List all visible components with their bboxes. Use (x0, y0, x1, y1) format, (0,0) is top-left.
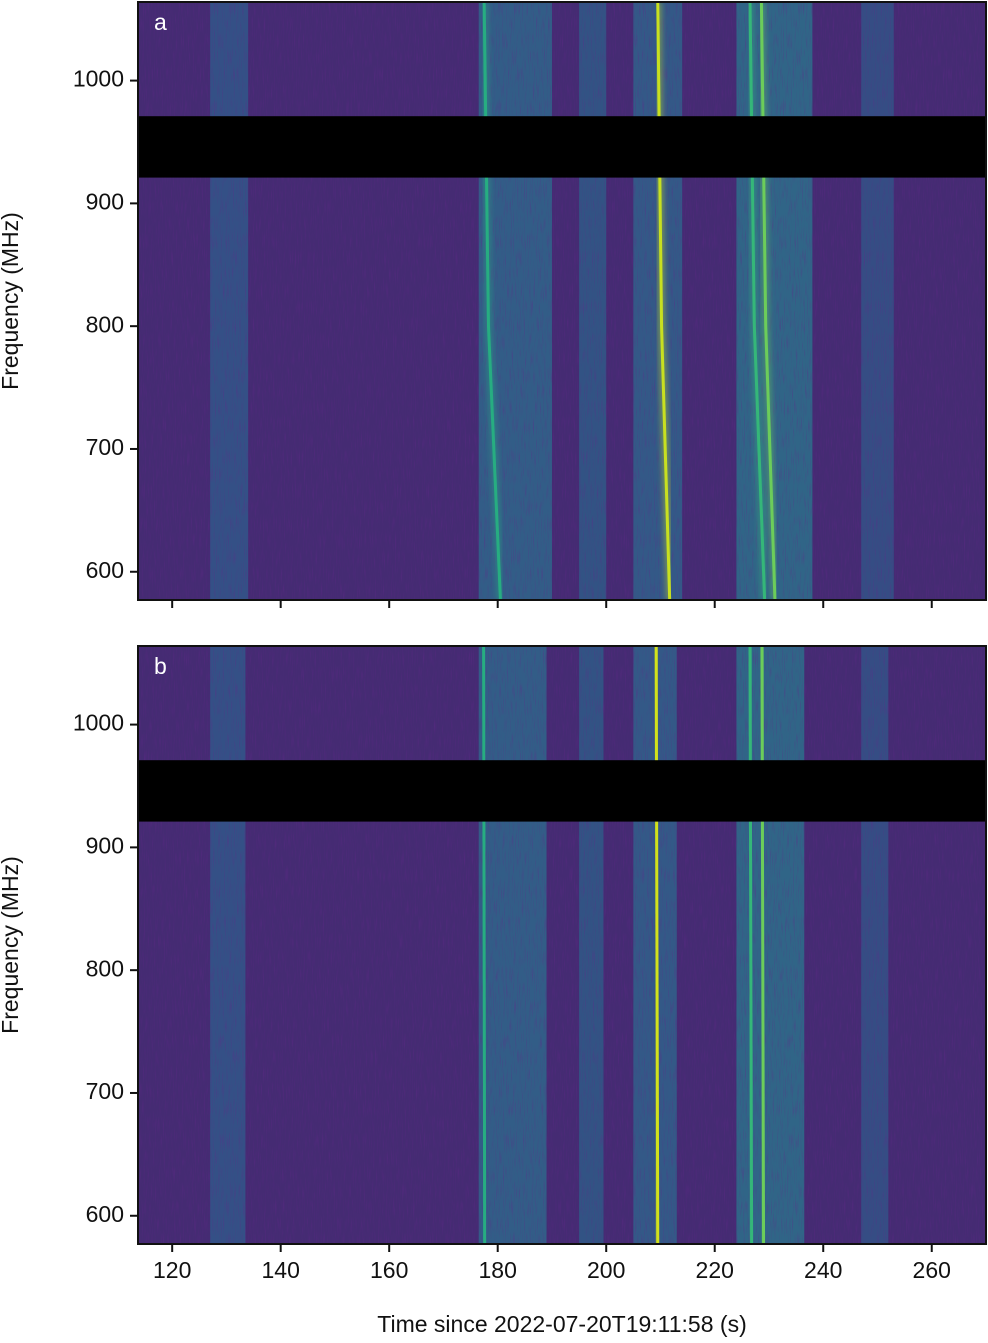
y-tick-label: 700 (86, 434, 124, 460)
y-tick-label: 600 (86, 557, 124, 583)
track (748, 2, 767, 600)
y-tick-label: 700 (86, 1078, 124, 1104)
mask (138, 760, 986, 822)
x-tick-label: 260 (913, 1257, 951, 1283)
x-axis-label: Time since 2022-07-20T19:11:58 (s) (377, 1311, 746, 1337)
frame (137, 645, 987, 1245)
x-tick-label: 220 (696, 1257, 734, 1283)
frame (137, 1, 987, 601)
plot-area (138, 646, 986, 1244)
x-tick-label: 200 (587, 1257, 625, 1283)
y-tick-label: 1000 (73, 710, 124, 736)
track (482, 2, 502, 600)
y-tick-label: 800 (86, 311, 124, 337)
x-tick-label: 120 (153, 1257, 191, 1283)
y-axis-label: Frequency (MHz) (0, 212, 23, 390)
x-tick-label: 140 (262, 1257, 300, 1283)
y-tick-label: 600 (86, 1201, 124, 1227)
plot-area (138, 2, 986, 600)
track (482, 646, 487, 1244)
panel-label: b (154, 653, 167, 679)
x-tick-label: 160 (370, 1257, 408, 1283)
y-tick-label: 900 (86, 188, 124, 214)
panel-label: a (154, 9, 167, 35)
track (654, 646, 660, 1244)
y-axis-label: Frequency (MHz) (0, 856, 23, 1034)
track (656, 2, 672, 600)
y-tick-label: 800 (86, 955, 124, 981)
x-tick-label: 180 (479, 1257, 517, 1283)
track (760, 646, 766, 1244)
x-tick-label: 240 (804, 1257, 842, 1283)
noise (138, 646, 986, 1244)
noise (138, 2, 986, 600)
track (748, 646, 754, 1244)
track (759, 2, 777, 600)
y-tick-label: 1000 (73, 66, 124, 92)
y-tick-label: 900 (86, 832, 124, 858)
mask (138, 116, 986, 178)
